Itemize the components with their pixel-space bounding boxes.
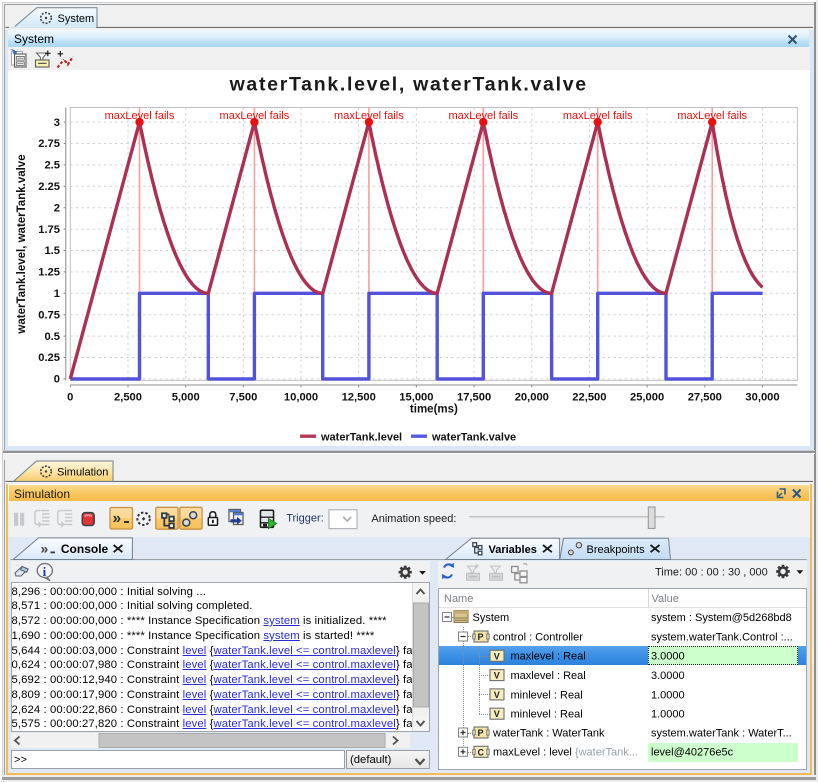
svg-text:2.25: 2.25 bbox=[38, 181, 60, 193]
svg-text:waterTank : WaterTank: waterTank : WaterTank bbox=[492, 727, 605, 739]
svg-text:17,500: 17,500 bbox=[457, 392, 491, 404]
svg-text:Breakpoints: Breakpoints bbox=[587, 544, 646, 556]
svg-text:0.25: 0.25 bbox=[38, 352, 60, 364]
svg-text:0: 0 bbox=[54, 374, 60, 386]
svg-text:25,000: 25,000 bbox=[630, 392, 664, 404]
svg-text:waterTank.level, waterTank.val: waterTank.level, waterTank.valve bbox=[229, 74, 588, 96]
svg-text:3: 3 bbox=[54, 117, 60, 129]
svg-text:maxLevel fails: maxLevel fails bbox=[563, 110, 633, 122]
svg-text:time(ms): time(ms) bbox=[410, 404, 458, 416]
svg-text:30,000: 30,000 bbox=[745, 392, 779, 404]
svg-text:1.25: 1.25 bbox=[38, 267, 60, 279]
svg-text:System: System bbox=[58, 13, 95, 25]
svg-text:Time: 00 : 00 : 30 , 000: Time: 00 : 00 : 30 , 000 bbox=[655, 567, 768, 579]
svg-text:15,000: 15,000 bbox=[399, 392, 433, 404]
svg-text:1.0000: 1.0000 bbox=[651, 709, 685, 721]
svg-text:2.75: 2.75 bbox=[38, 138, 60, 150]
svg-text:27,500: 27,500 bbox=[688, 392, 722, 404]
svg-text:waterTank.level: waterTank.level bbox=[320, 432, 402, 444]
svg-text:minlevel : Real: minlevel : Real bbox=[511, 709, 583, 721]
svg-text:3.0000: 3.0000 bbox=[651, 651, 685, 663]
svg-text:maxLevel fails: maxLevel fails bbox=[220, 110, 290, 122]
svg-text:V: V bbox=[494, 690, 500, 700]
svg-text:maxLevel fails: maxLevel fails bbox=[334, 110, 404, 122]
svg-text:system : System@5d268bd8: system : System@5d268bd8 bbox=[651, 612, 792, 624]
svg-text:minlevel : Real: minlevel : Real bbox=[511, 689, 583, 701]
svg-text:Simulation: Simulation bbox=[57, 467, 108, 479]
svg-text:12,500: 12,500 bbox=[342, 392, 376, 404]
svg-text:V: V bbox=[494, 651, 500, 661]
svg-text:7,500: 7,500 bbox=[229, 392, 257, 404]
svg-text:C: C bbox=[478, 747, 485, 757]
svg-text:system.waterTank : WaterT...: system.waterTank : WaterT... bbox=[651, 727, 792, 739]
svg-text:waterTank.level, waterTank.val: waterTank.level, waterTank.valve bbox=[16, 154, 28, 334]
svg-text:»: » bbox=[113, 510, 122, 527]
svg-text:Console: Console bbox=[61, 542, 109, 556]
svg-text:0.75: 0.75 bbox=[38, 309, 60, 321]
svg-text:V: V bbox=[494, 671, 500, 681]
svg-text:maxlevel : Real: maxlevel : Real bbox=[511, 670, 586, 682]
svg-text:maxLevel fails: maxLevel fails bbox=[448, 110, 518, 122]
svg-text:control : Controller: control : Controller bbox=[493, 631, 583, 643]
svg-text:22,500: 22,500 bbox=[572, 392, 606, 404]
svg-text:1.0000: 1.0000 bbox=[651, 689, 685, 701]
svg-text:V: V bbox=[494, 709, 500, 719]
svg-text:Animation speed:: Animation speed: bbox=[371, 513, 456, 525]
svg-text:P: P bbox=[478, 632, 484, 642]
svg-text:10,000: 10,000 bbox=[284, 392, 318, 404]
svg-text:2,500: 2,500 bbox=[114, 392, 142, 404]
svg-text:1.5: 1.5 bbox=[44, 245, 60, 257]
svg-text:20,000: 20,000 bbox=[515, 392, 549, 404]
svg-text:waterTank.valve: waterTank.valve bbox=[431, 432, 516, 444]
svg-text:1: 1 bbox=[54, 288, 60, 300]
svg-text:Variables: Variables bbox=[489, 544, 537, 556]
svg-text:2.5: 2.5 bbox=[44, 160, 60, 172]
svg-text:i: i bbox=[43, 564, 47, 579]
svg-text:»: » bbox=[41, 540, 49, 556]
svg-text:5,000: 5,000 bbox=[172, 392, 200, 404]
svg-text:maxLevel fails: maxLevel fails bbox=[677, 110, 747, 122]
svg-text:P: P bbox=[478, 728, 484, 738]
svg-text:2: 2 bbox=[54, 202, 60, 214]
svg-text:level@40276e5c: level@40276e5c bbox=[651, 747, 734, 759]
svg-text:0: 0 bbox=[67, 392, 73, 404]
svg-text:maxLevel : level {waterTank...: maxLevel : level {waterTank... bbox=[493, 747, 638, 759]
svg-text:System: System bbox=[473, 612, 510, 624]
svg-text:maxlevel : Real: maxlevel : Real bbox=[511, 651, 586, 663]
svg-text:Trigger:: Trigger: bbox=[286, 513, 324, 525]
svg-text:maxLevel fails: maxLevel fails bbox=[105, 110, 175, 122]
svg-text:system.waterTank.Control :...: system.waterTank.Control :... bbox=[651, 631, 793, 643]
svg-text:1.75: 1.75 bbox=[38, 224, 60, 236]
svg-text:3.0000: 3.0000 bbox=[651, 670, 685, 682]
svg-text:0.5: 0.5 bbox=[44, 331, 60, 343]
